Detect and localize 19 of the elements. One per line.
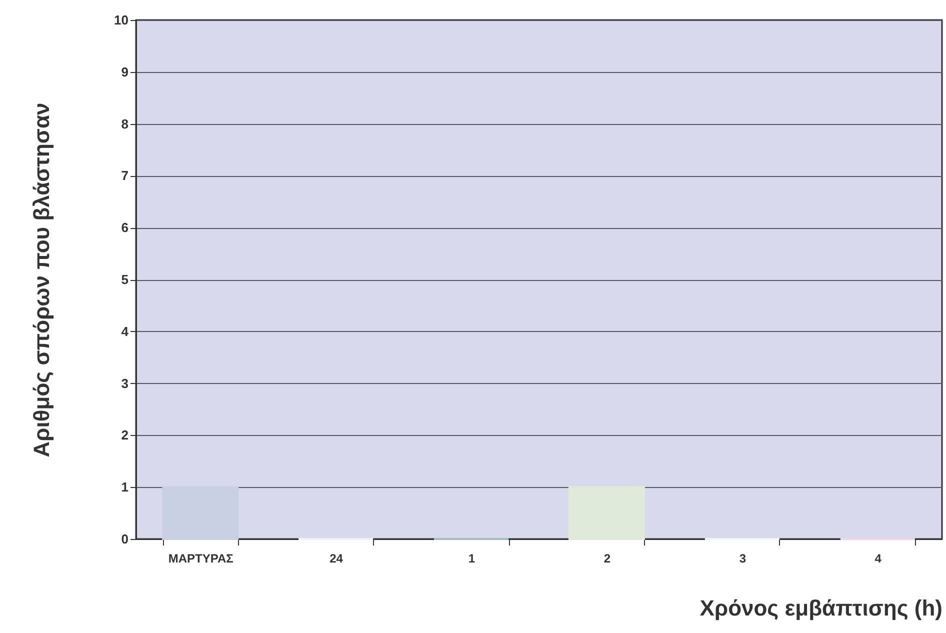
y-axis-title: Αριθμός σπόρων που βλάστησαν	[29, 102, 54, 458]
y-tick-label: 5	[121, 272, 128, 287]
x-tick-label: 1	[468, 552, 476, 566]
y-tick-label: 2	[121, 428, 128, 443]
y-tick-label: 3	[121, 376, 128, 391]
x-axis-title: Χρόνος εμβάπτισης (h)	[700, 596, 942, 620]
y-tick-label: 1	[121, 480, 128, 495]
y-tick-label: 4	[121, 324, 130, 339]
x-tick-label: 24	[330, 552, 344, 566]
y-tick-label: 0	[121, 532, 128, 546]
x-tick-label: ΜΑΡΤΥΡΑΣ	[168, 552, 234, 566]
x-tick-label: 3	[739, 552, 746, 566]
x-tick-label: 4	[874, 552, 882, 566]
y-tick-label: 7	[121, 168, 128, 184]
y-tick-label: 8	[121, 116, 128, 132]
x-tick-label: 2	[604, 552, 611, 566]
y-tick-label: 10	[114, 12, 128, 28]
y-tick-label: 9	[121, 64, 128, 80]
y-tick-label: 6	[121, 220, 128, 236]
